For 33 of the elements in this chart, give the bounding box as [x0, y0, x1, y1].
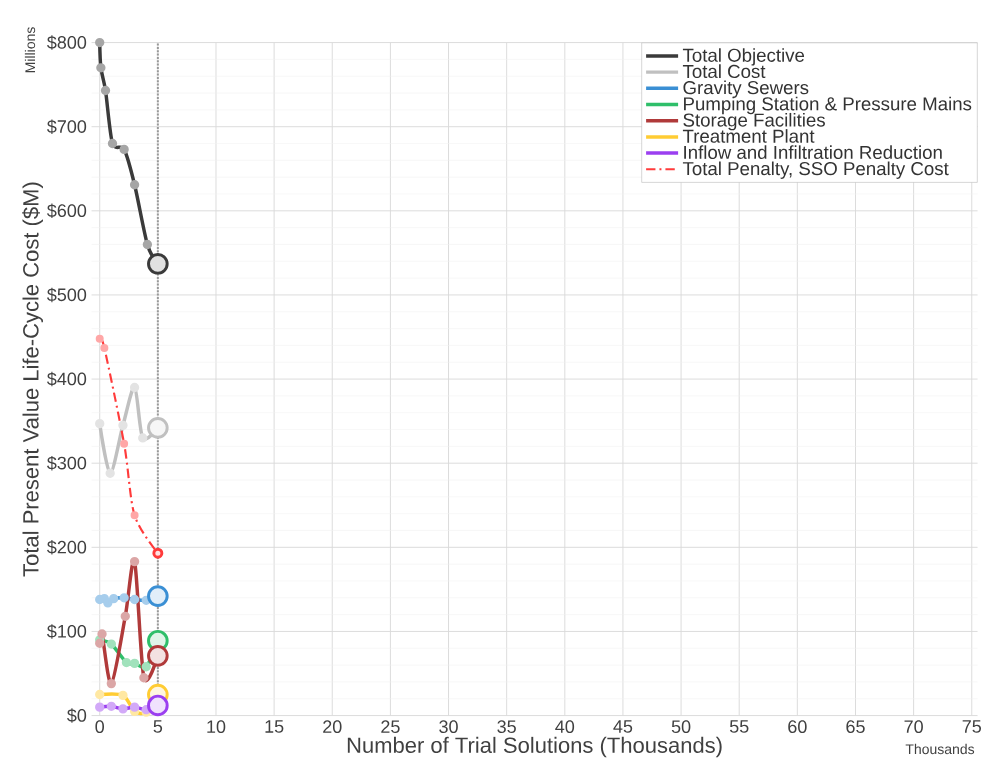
x-tick-label: 55: [729, 720, 749, 733]
y-tick-label: $600: [47, 203, 87, 219]
legend-label: Total Cost: [682, 64, 766, 79]
y-tick-label: $300: [47, 456, 87, 471]
text: Millions: [24, 27, 36, 73]
x-tick-label: 40: [555, 720, 575, 734]
x-tick-label: 10: [207, 720, 226, 734]
x-tick-label: 60: [788, 720, 807, 734]
text: Thousands: [905, 743, 975, 755]
x-tick-label: 25: [381, 720, 400, 734]
x-tick-label: 65: [846, 720, 865, 734]
legend-label: Inflow and Infiltration Reduction: [684, 145, 942, 160]
x-tick-label: 70: [904, 720, 923, 734]
y-axis-title: Total Present Value Life-Cycle Cost ($M): [22, 182, 43, 577]
legend-label: Total Penalty, SSO Penalty Cost: [682, 161, 949, 180]
legend-label: Treatment Plant: [682, 129, 815, 143]
x-tick-label: 5: [153, 720, 163, 733]
x-tick-label: 75: [962, 720, 982, 733]
y-tick-label: $100: [47, 624, 87, 639]
y-tick-label: $200: [47, 540, 87, 555]
x-tick-label: 35: [497, 720, 516, 734]
x-tick-label: 50: [671, 720, 691, 734]
y-tick-label: $0: [67, 708, 87, 723]
y-tick-label: $500: [47, 287, 87, 303]
x-tick-label: 30: [439, 720, 458, 734]
y-tick-label: $800: [47, 35, 87, 50]
x-tick-label: 45: [613, 720, 633, 733]
x-axis-title: Number of Trial Solutions (Thousands): [347, 736, 722, 758]
x-tick-label: 20: [323, 720, 342, 734]
y-tick-label: $700: [47, 119, 87, 135]
y-tick-label: $400: [47, 371, 87, 387]
x-tick-label: 15: [265, 720, 284, 733]
x-tick-label: 0: [95, 720, 105, 734]
